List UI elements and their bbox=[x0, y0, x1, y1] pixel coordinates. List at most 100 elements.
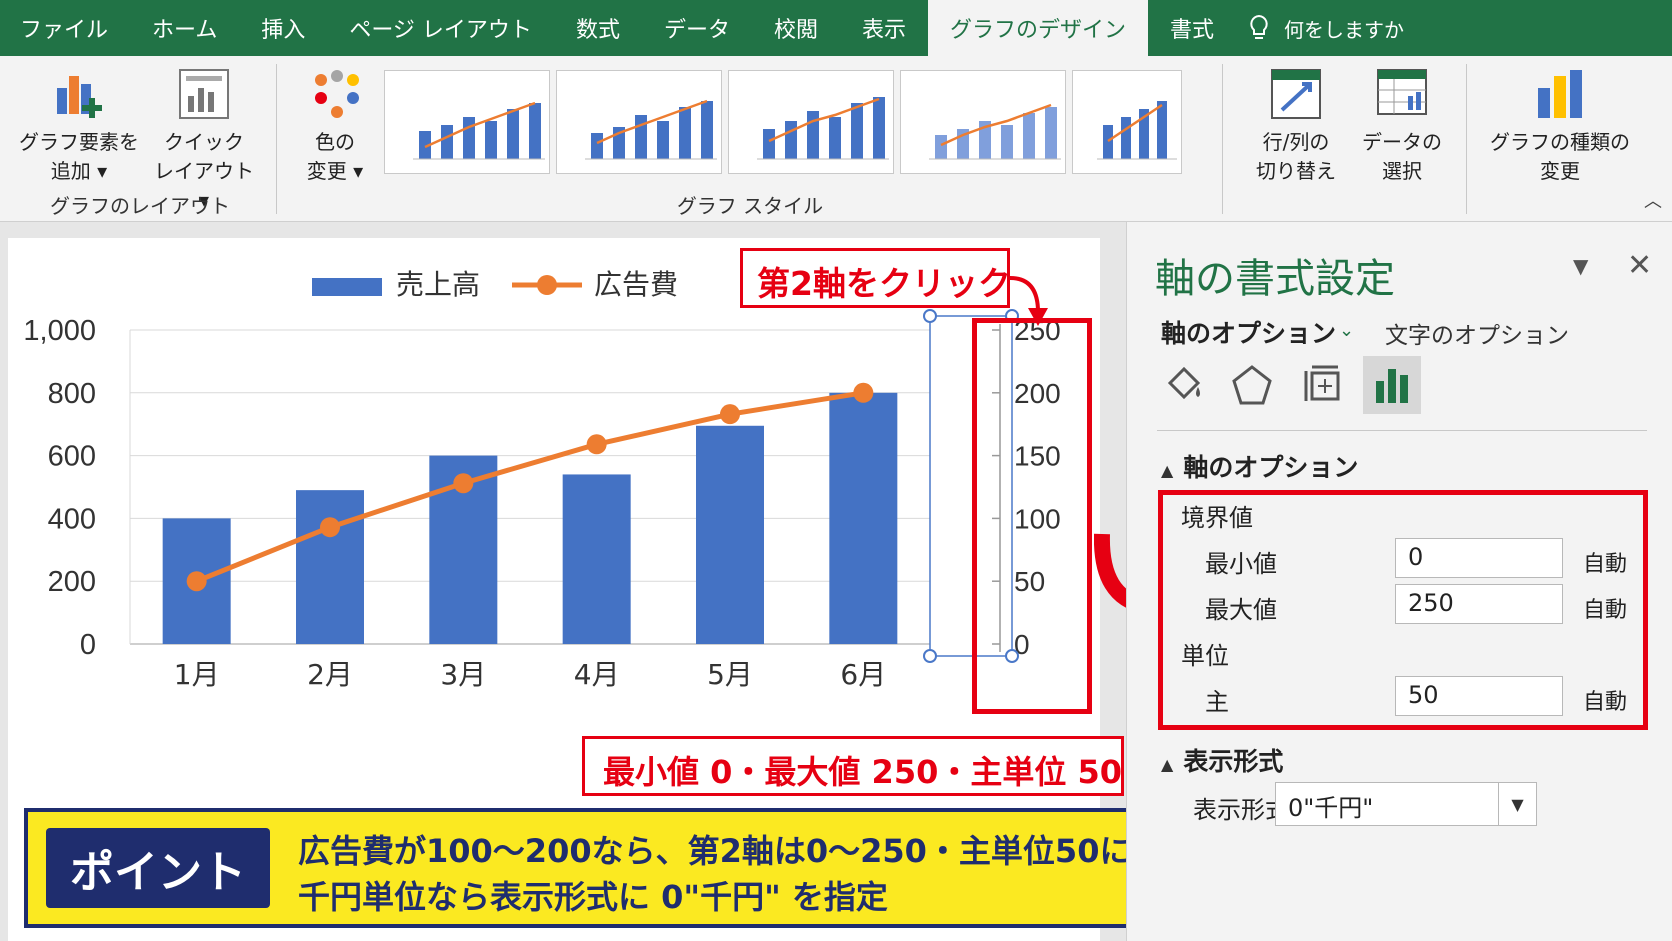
fill-line-icon[interactable] bbox=[1155, 356, 1213, 414]
maximum-input[interactable]: 250 bbox=[1395, 584, 1563, 624]
legend-marker-ad-cost bbox=[537, 275, 557, 295]
axis-options-icon[interactable] bbox=[1363, 356, 1421, 414]
quick-layout-label-1: クイック bbox=[164, 130, 244, 154]
switch-row-column-button[interactable]: 行/列の 切り替え bbox=[1236, 66, 1356, 186]
change-colors-button[interactable]: 色の 変更 ▾ bbox=[290, 66, 380, 186]
line-point-ad-cost bbox=[853, 382, 874, 403]
tell-me-search[interactable]: 何をしますか bbox=[1248, 14, 1404, 43]
y-primary-tick-label: 600 bbox=[48, 441, 96, 473]
collapse-ribbon-icon[interactable]: ︿ bbox=[1644, 191, 1662, 212]
point-label: ポイント bbox=[46, 828, 270, 908]
format-code-value: 0"千円" bbox=[1288, 794, 1374, 822]
x-category-label: 2月 bbox=[307, 658, 353, 691]
bar-sales bbox=[296, 490, 364, 644]
dropdown-arrow-icon[interactable]: ▼ bbox=[1498, 783, 1536, 825]
group-separator bbox=[1466, 64, 1467, 214]
minimum-auto-button[interactable]: 自動 bbox=[1583, 552, 1628, 577]
section-number[interactable]: ▲ 表示形式 bbox=[1161, 742, 1283, 778]
maximum-auto-button[interactable]: 自動 bbox=[1583, 598, 1628, 623]
y-secondary-tick-label: 50 bbox=[1014, 566, 1045, 597]
minimum-input[interactable]: 0 bbox=[1395, 538, 1563, 578]
tab-page-layout[interactable]: ページ レイアウト bbox=[349, 18, 532, 43]
tab-chart-design[interactable]: グラフのデザイン bbox=[928, 0, 1149, 56]
collapse-triangle-icon: ▲ bbox=[1161, 755, 1174, 774]
point-box: ポイント 広告費が100〜200なら、第2軸は0〜250・主単位50に設定 千円… bbox=[24, 808, 1195, 928]
format-code-select[interactable]: 0"千円" ▼ bbox=[1275, 782, 1537, 826]
major-unit-input[interactable]: 50 bbox=[1395, 676, 1563, 716]
add-element-label-1: グラフ要素を bbox=[19, 130, 139, 154]
x-category-label: 3月 bbox=[440, 658, 486, 691]
chart-style-thumbnail[interactable] bbox=[728, 70, 894, 174]
bar-sales bbox=[562, 474, 631, 644]
y-primary-tick-label: 400 bbox=[48, 503, 96, 535]
add-chart-element-button[interactable]: グラフ要素を 追加 ▾ bbox=[18, 66, 140, 186]
group-label-chart-layouts: グラフのレイアウト bbox=[50, 194, 230, 218]
bounds-label: 境界値 bbox=[1181, 504, 1253, 532]
y-primary-tick-label: 1,000 bbox=[23, 315, 96, 347]
switch-row-col-label-2: 切り替え bbox=[1256, 159, 1336, 183]
group-label-chart-styles: グラフ スタイル bbox=[676, 194, 824, 218]
pane-icon-row bbox=[1155, 356, 1655, 418]
tab-format[interactable]: 書式 bbox=[1170, 18, 1215, 43]
tell-me-text: 何をしますか bbox=[1284, 17, 1405, 42]
tab-view[interactable]: 表示 bbox=[861, 18, 906, 43]
select-data-icon bbox=[1377, 69, 1427, 115]
quick-layout-label-2: レイアウト ▾ bbox=[154, 159, 254, 212]
chart-style-thumbnail[interactable] bbox=[556, 70, 722, 174]
line-point-ad-cost bbox=[720, 404, 740, 425]
pane-options-dropdown-icon[interactable]: ▼ bbox=[1573, 254, 1589, 278]
line-point-ad-cost bbox=[453, 473, 474, 494]
chevron-down-icon[interactable]: ⌄ bbox=[1339, 320, 1355, 341]
units-label: 単位 bbox=[1181, 642, 1229, 670]
switch-row-col-label-1: 行/列の bbox=[1262, 130, 1330, 154]
palette-icon bbox=[315, 70, 359, 118]
tab-data[interactable]: データ bbox=[663, 18, 730, 43]
tab-review[interactable]: 校閲 bbox=[773, 18, 818, 43]
major-unit-label: 主 bbox=[1205, 688, 1229, 716]
chart-style-thumbnail[interactable] bbox=[900, 70, 1066, 174]
format-axis-pane: 軸の書式設定 ▼ ✕ 軸のオプション ⌄ 文字のオプション ▲ 軸のオプション 境… bbox=[1126, 222, 1672, 941]
select-data-button[interactable]: データの 選択 bbox=[1354, 66, 1450, 186]
format-code-label: 表示形式 bbox=[1193, 796, 1289, 824]
line-ad-cost bbox=[195, 390, 864, 584]
collapse-triangle-icon: ▲ bbox=[1161, 461, 1174, 480]
selection-handle bbox=[923, 649, 937, 663]
major-unit-auto-button[interactable]: 自動 bbox=[1583, 690, 1628, 715]
quick-layout-button[interactable]: クイック レイアウト ▾ bbox=[148, 66, 260, 215]
legend-label-sales: 売上高 bbox=[396, 268, 480, 301]
add-chart-element-icon bbox=[57, 76, 102, 118]
x-category-label: 5月 bbox=[707, 658, 753, 691]
tab-axis-options[interactable]: 軸のオプション bbox=[1161, 319, 1337, 348]
y-primary-tick-label: 800 bbox=[48, 378, 96, 410]
change-chart-type-button[interactable]: グラフの種類の 変更 bbox=[1480, 66, 1640, 186]
change-colors-label-1: 色の bbox=[315, 130, 355, 154]
effects-icon[interactable] bbox=[1223, 356, 1281, 414]
y-secondary-tick-label: 100 bbox=[1014, 503, 1061, 534]
chart-style-thumbnail[interactable] bbox=[384, 70, 550, 174]
lightbulb-icon bbox=[1250, 14, 1268, 39]
legend-swatch-sales bbox=[312, 278, 382, 296]
tab-home[interactable]: ホーム bbox=[152, 18, 218, 43]
tab-text-options[interactable]: 文字のオプション bbox=[1385, 323, 1569, 349]
pane-divider bbox=[1157, 430, 1647, 431]
pane-settings-highlight bbox=[1158, 490, 1648, 730]
chart-style-thumbnail[interactable] bbox=[1072, 70, 1182, 174]
x-category-label: 4月 bbox=[574, 658, 620, 691]
y-secondary-tick-label: 150 bbox=[1014, 441, 1061, 472]
bar-sales bbox=[696, 425, 764, 644]
tab-file[interactable]: ファイル bbox=[20, 18, 109, 43]
ribbon: グラフ要素を 追加 ▾ クイック レイアウト ▾ グラフのレイアウト 色の 変更… bbox=[0, 56, 1672, 222]
section-number-label: 表示形式 bbox=[1183, 747, 1284, 776]
section-axis-options[interactable]: ▲ 軸のオプション bbox=[1161, 448, 1358, 484]
tab-formulas[interactable]: 数式 bbox=[575, 18, 620, 43]
close-icon[interactable]: ✕ bbox=[1627, 248, 1653, 283]
tab-insert[interactable]: 挿入 bbox=[261, 18, 306, 43]
callout-axis-settings: 最小値 0・最大値 250・主単位 50 bbox=[582, 736, 1124, 796]
select-data-label-2: 選択 bbox=[1382, 159, 1422, 183]
pane-title: 軸の書式設定 bbox=[1155, 256, 1395, 302]
ribbon-tab-bar: ファイル ホーム 挿入 ページ レイアウト 数式 データ 校閲 表示 グラフのデ… bbox=[0, 0, 1672, 56]
secondary-axis-highlight bbox=[972, 318, 1092, 714]
size-properties-icon[interactable] bbox=[1295, 356, 1353, 414]
quick-layout-icon bbox=[179, 69, 229, 119]
